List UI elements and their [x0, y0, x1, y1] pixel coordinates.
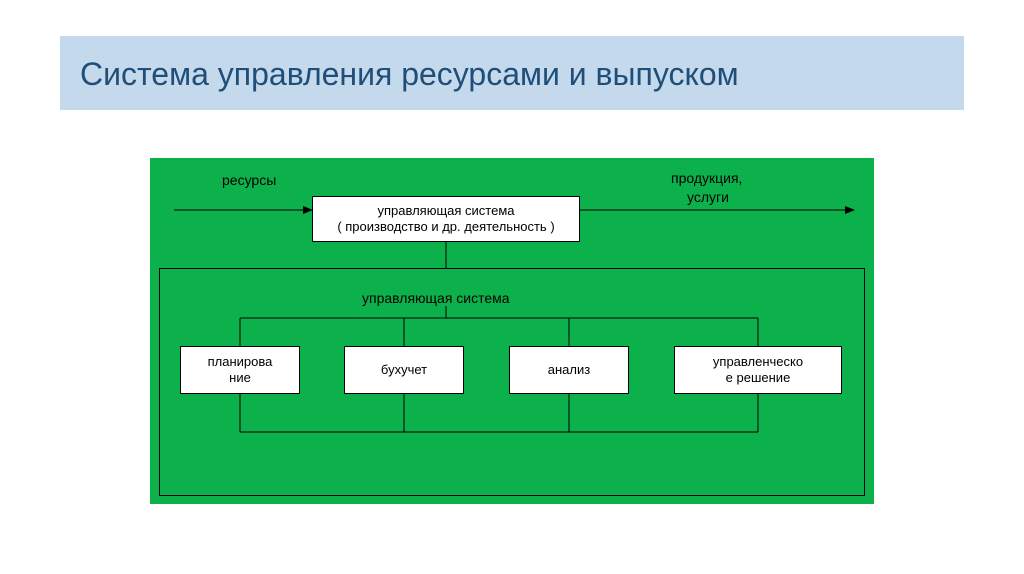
box-analysis: анализ [509, 346, 629, 394]
box-accounting: бухучет [344, 346, 464, 394]
label-resources: ресурсы [222, 172, 276, 188]
box-top-system: управляющая система( производство и др. … [312, 196, 580, 242]
box-decision: управленческое решение [674, 346, 842, 394]
label-products: продукция, [671, 170, 742, 186]
label-managing-system: управляющая система [362, 290, 510, 306]
box-planning: планирование [180, 346, 300, 394]
label-services: услуги [687, 189, 729, 205]
page-title: Система управления ресурсами и выпуском [80, 56, 739, 93]
